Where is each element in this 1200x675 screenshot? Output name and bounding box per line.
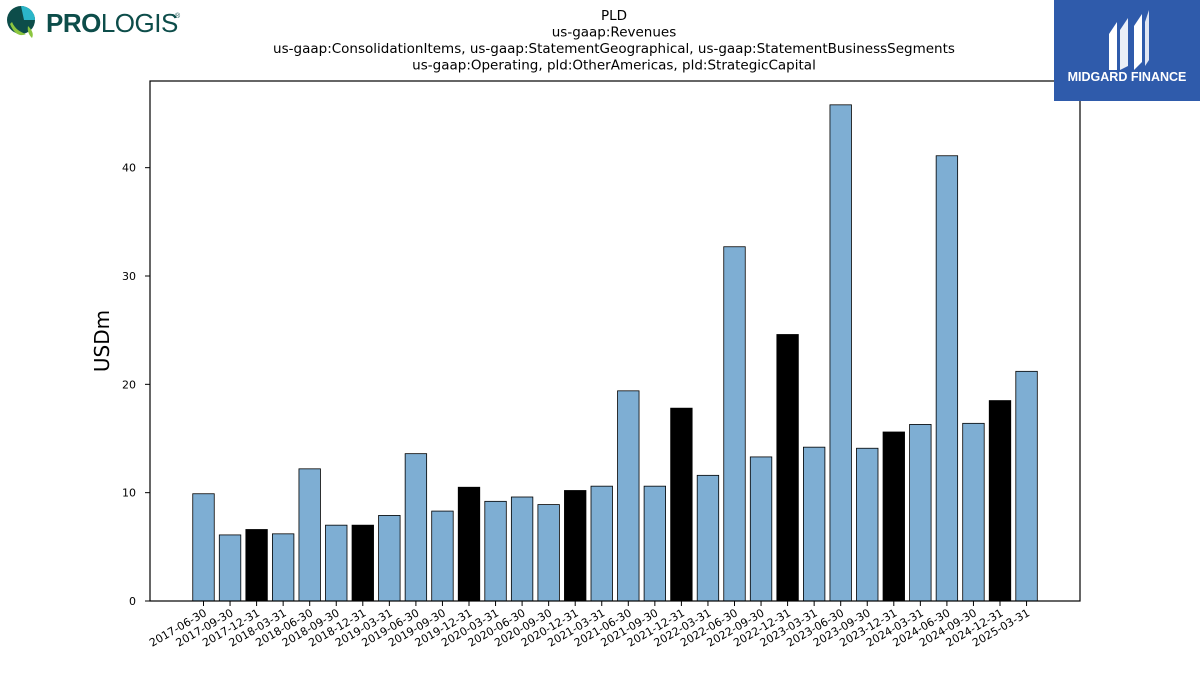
bar-2017-09-30 bbox=[218, 534, 242, 602]
x-axis: 2017-06-302017-09-302017-12-312018-03-31… bbox=[147, 601, 1032, 650]
prologis-logo: PROLOGIS ® bbox=[4, 4, 184, 42]
mf-monogram-icon: MIDGARD FINANCE bbox=[1068, 10, 1187, 84]
logo-text-regular: LOGIS bbox=[101, 8, 178, 38]
chart-title-line: us-gaap:ConsolidationItems, us-gaap:Stat… bbox=[273, 41, 955, 57]
bar-2021-12-31 bbox=[670, 407, 693, 602]
bar-2021-03-31 bbox=[590, 485, 613, 602]
bar-2018-12-31 bbox=[351, 524, 374, 602]
bar-2024-09-30 bbox=[962, 422, 985, 602]
y-tick-label: 20 bbox=[122, 378, 136, 391]
logo-text-bold: PRO bbox=[46, 8, 101, 38]
bar-2025-03-31 bbox=[1015, 370, 1038, 602]
y-tick-label: 10 bbox=[122, 487, 136, 500]
bar-2019-06-30 bbox=[404, 453, 428, 602]
y-tick-label: 30 bbox=[122, 270, 136, 283]
bar-2019-09-30 bbox=[431, 510, 454, 602]
plot-frame bbox=[149, 80, 1081, 602]
bar-2023-09-30 bbox=[856, 447, 879, 602]
bar-2019-12-31 bbox=[457, 486, 481, 602]
midgard-finance-logo: MIDGARD FINANCE bbox=[1054, 0, 1200, 101]
chart-title-line: us-gaap:Revenues bbox=[552, 25, 677, 41]
bar-2024-03-31 bbox=[909, 424, 932, 602]
bar-2023-06-30 bbox=[829, 104, 852, 602]
bar-2018-03-31 bbox=[271, 533, 295, 602]
svg-text:PROLOGIS: PROLOGIS bbox=[46, 8, 178, 38]
bar-2023-03-31 bbox=[803, 446, 826, 602]
bar-2018-09-30 bbox=[325, 524, 348, 602]
bar-2020-06-30 bbox=[510, 496, 534, 602]
bar-2022-12-31 bbox=[776, 334, 799, 602]
bar-2024-06-30 bbox=[935, 155, 959, 602]
bar-2022-06-30 bbox=[723, 246, 746, 602]
chart-title-line: PLD bbox=[601, 8, 627, 24]
y-tick-label: 0 bbox=[129, 595, 136, 608]
chart-title-line: us-gaap:Operating, pld:OtherAmericas, pl… bbox=[412, 58, 816, 74]
logo-registered-mark: ® bbox=[175, 12, 181, 20]
bar-2024-12-31 bbox=[988, 400, 1012, 602]
bar-2017-12-31 bbox=[245, 529, 268, 602]
bar-2023-12-31 bbox=[882, 431, 905, 602]
chart-title: PLDus-gaap:Revenuesus-gaap:Consolidation… bbox=[273, 8, 955, 74]
bar-2018-06-30 bbox=[298, 468, 321, 602]
bar-2021-09-30 bbox=[643, 485, 666, 602]
y-axis-label: USDm bbox=[90, 310, 114, 372]
midgard-finance-text: MIDGARD FINANCE bbox=[1068, 70, 1187, 84]
bar-2022-09-30 bbox=[749, 456, 773, 602]
y-axis: 0 10 20 30 40 bbox=[122, 162, 150, 608]
bar-2020-09-30 bbox=[537, 504, 560, 602]
globe-leaf-icon: PROLOGIS ® bbox=[7, 6, 181, 38]
bar-2022-03-31 bbox=[696, 474, 720, 602]
bar-2021-06-30 bbox=[617, 390, 640, 602]
bar-2019-03-31 bbox=[378, 515, 401, 602]
bar-2020-12-31 bbox=[564, 490, 587, 602]
bar-2020-03-31 bbox=[484, 500, 507, 602]
bar-2017-06-30 bbox=[192, 493, 215, 602]
y-tick-label: 40 bbox=[122, 162, 136, 175]
bar-series bbox=[192, 104, 1038, 602]
